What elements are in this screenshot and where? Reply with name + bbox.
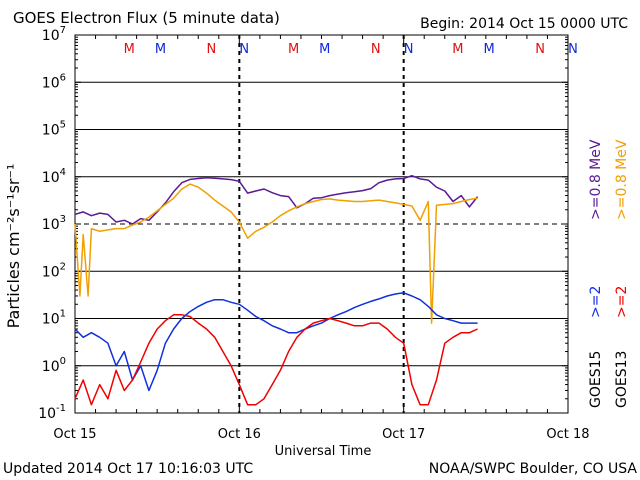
x-tick-label: Oct 16 [218,427,261,442]
x-tick-label: Oct 15 [53,427,96,442]
y-tick-label: 102 [42,261,66,280]
updated-timestamp: Updated 2014 Oct 17 10:16:03 UTC [3,461,253,477]
marker-m: M [452,42,463,57]
y-axis-label: Particles cm⁻²s⁻¹sr⁻¹ [4,164,23,329]
y-tick-label: 10-1 [38,403,66,422]
legend: GOES15 >=2 >=0.8 MeV GOES13 >=2 >=0.8 Me… [588,139,630,408]
legend-goes15-2: >=2 [588,286,604,318]
marker-n: N [371,42,381,57]
series-line-goes13-2 [74,314,478,406]
x-axis-ticks: Oct 15 Oct 16 Oct 17 Oct 18 [53,35,590,442]
series-line-goes15-2 [74,292,478,392]
legend-goes13-label: GOES13 [614,351,630,408]
begin-timestamp: Begin: 2014 Oct 15 0000 UTC [420,16,628,32]
series-line-goes15-08 [74,174,479,225]
credit: NOAA/SWPC Boulder, CO USA [429,461,638,477]
legend-goes15-08: >=0.8 MeV [588,139,604,220]
legend-goes13-08: >=0.8 MeV [614,139,630,220]
marker-n: N [239,42,249,57]
marker-m: M [124,42,135,57]
marker-m: M [155,42,166,57]
marker-n: N [207,42,217,57]
y-tick-label: 104 [42,167,66,186]
y-tick-label: 103 [42,214,66,233]
series-line-goes13-08 [74,183,478,324]
day-dividers [238,35,405,413]
legend-goes15-label: GOES15 [588,351,604,408]
marker-n: N [535,42,545,57]
series-layer [74,174,479,406]
x-tick-label: Oct 17 [382,427,425,442]
legend-goes13-2: >=2 [614,286,630,318]
y-axis-ticks: 10-1 100 101 102 103 104 105 106 107 [38,25,568,422]
marker-n: N [404,42,414,57]
marker-m: M [288,42,299,57]
x-tick-label: Oct 18 [546,427,589,442]
marker-m: M [319,42,330,57]
marker-n: N [568,42,578,57]
y-tick-label: 100 [42,356,66,375]
y-tick-label: 105 [42,120,66,139]
x-axis-label: Universal Time [275,444,372,459]
marker-m: M [484,42,495,57]
y-tick-label: 107 [42,25,66,44]
chart-title: GOES Electron Flux (5 minute data) [13,9,280,27]
gridlines [75,81,568,367]
y-tick-label: 106 [42,72,66,91]
y-tick-label: 101 [42,309,66,328]
